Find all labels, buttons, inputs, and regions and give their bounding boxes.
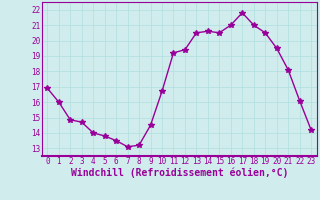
X-axis label: Windchill (Refroidissement éolien,°C): Windchill (Refroidissement éolien,°C) [70,168,288,178]
